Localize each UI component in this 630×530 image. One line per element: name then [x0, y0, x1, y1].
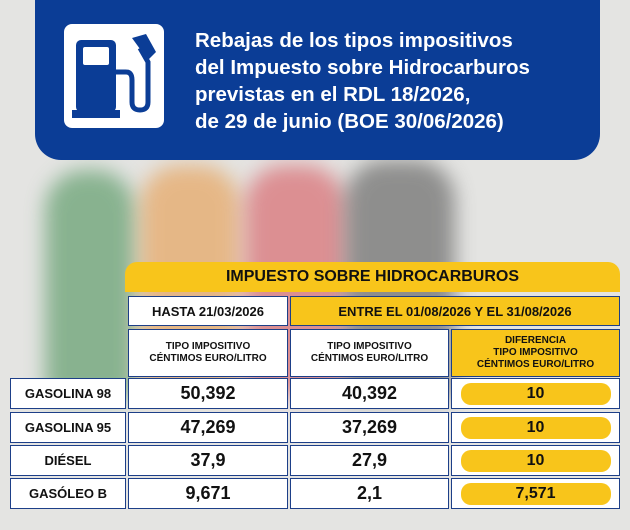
- title-line: Rebajas de los tipos impositivos: [195, 29, 513, 52]
- period-header: ENTRE EL 01/08/2026 Y EL 31/08/2026: [290, 296, 620, 326]
- difference-cell: 10: [451, 378, 620, 409]
- header-line: TIPO IMPOSITIVO: [327, 341, 412, 352]
- difference-cell: 10: [451, 412, 620, 443]
- title: Rebajas de los tipos impositivos del Impu…: [195, 27, 530, 135]
- header-line: TIPO IMPOSITIVO: [493, 347, 578, 358]
- value-cell: 27,9: [290, 445, 449, 476]
- value-cell: 40,392: [290, 378, 449, 409]
- header-line: CÉNTIMOS EURO/LITRO: [310, 353, 429, 364]
- value-cell: 50,392: [128, 378, 288, 409]
- value-cell: 2,1: [290, 478, 449, 509]
- value-cell: 37,9: [128, 445, 288, 476]
- header-line: DIFERENCIA: [504, 335, 567, 346]
- difference-value: 10: [460, 382, 611, 405]
- period-header: HASTA 21/03/2026: [128, 296, 288, 326]
- header-line: CÉNTIMOS EURO/LITRO: [476, 359, 595, 370]
- value-cell: 9,671: [128, 478, 288, 509]
- value-cell: 37,269: [290, 412, 449, 443]
- row-label: DIÉSEL: [10, 445, 126, 476]
- title-line: de 29 de junio (BOE 30/06/2026): [195, 110, 504, 133]
- column-header: TIPO IMPOSITIVO CÉNTIMOS EURO/LITRO: [128, 329, 288, 377]
- header-line: TIPO IMPOSITIVO: [165, 341, 251, 352]
- title-line: previstas en el RDL 18/2026,: [195, 83, 471, 106]
- table-title: IMPUESTO SOBRE HIDROCARBUROS: [125, 262, 620, 292]
- row-label: GASOLINA 98: [10, 378, 126, 409]
- title-line: del Impuesto sobre Hidrocarburos: [195, 56, 530, 79]
- fuel-icon: [64, 24, 164, 128]
- row-label: GASOLINA 95: [10, 412, 126, 443]
- difference-cell: 7,571: [451, 478, 620, 509]
- difference-value: 10: [460, 449, 611, 472]
- difference-value: 10: [460, 416, 611, 439]
- difference-value: 7,571: [460, 482, 611, 505]
- column-header: TIPO IMPOSITIVO CÉNTIMOS EURO/LITRO: [290, 329, 449, 377]
- header-line: CÉNTIMOS EURO/LITRO: [149, 353, 267, 364]
- column-header: DIFERENCIA TIPO IMPOSITIVO CÉNTIMOS EURO/L…: [451, 329, 620, 377]
- value-cell: 47,269: [128, 412, 288, 443]
- row-label: GASÓLEO B: [10, 478, 126, 509]
- difference-cell: 10: [451, 445, 620, 476]
